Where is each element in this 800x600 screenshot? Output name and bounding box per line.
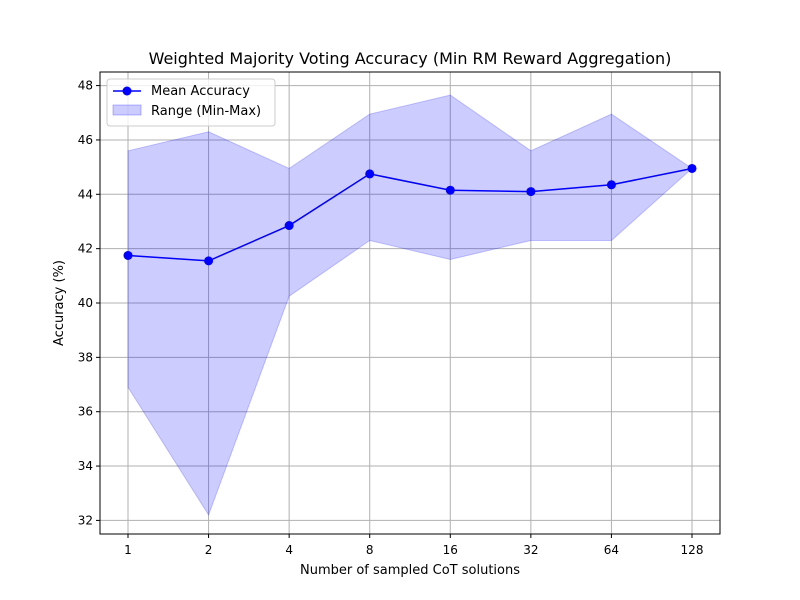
legend-box (106, 78, 276, 127)
mean-accuracy-point (204, 256, 214, 266)
x-tick-label: 2 (205, 543, 213, 557)
y-tick-label: 36 (78, 405, 93, 419)
mean-accuracy-point (526, 187, 536, 197)
range-band (127, 94, 693, 517)
legend: Mean Accuracy Range (Min-Max) (106, 78, 276, 127)
x-tick-label: 8 (366, 543, 374, 557)
grid (100, 72, 720, 534)
legend-marker-swatch (122, 86, 132, 96)
y-tick-label: 46 (78, 133, 93, 147)
y-tick-label: 48 (78, 79, 93, 93)
range-band-area (127, 94, 693, 517)
x-axis-label: Number of sampled CoT solutions (300, 563, 520, 578)
mean-accuracy-point (284, 221, 294, 231)
x-tick-label: 64 (604, 543, 619, 557)
mean-accuracy-line (127, 167, 693, 262)
y-tick-label: 32 (78, 513, 93, 527)
mean-accuracy-series (123, 163, 697, 266)
mean-accuracy-point (687, 163, 697, 173)
mean-accuracy-point (123, 250, 133, 260)
y-tick-label: 38 (78, 350, 93, 364)
x-tick-label: 32 (523, 543, 538, 557)
mean-accuracy-point (365, 169, 375, 179)
mean-accuracy-point (445, 185, 455, 195)
x-tick-label: 16 (443, 543, 458, 557)
legend-label-mean: Mean Accuracy (151, 84, 250, 99)
x-tick-label: 1 (124, 543, 132, 557)
y-axis-label: Accuracy (%) (52, 260, 67, 346)
mean-accuracy-point (606, 180, 616, 190)
y-tick-label: 42 (78, 242, 93, 256)
legend-band-swatch (112, 104, 142, 116)
x-tick-label: 4 (285, 543, 293, 557)
y-tick-label: 44 (78, 187, 93, 201)
chart-title: Weighted Majority Voting Accuracy (Min R… (149, 49, 672, 68)
legend-label-range: Range (Min-Max) (151, 104, 261, 119)
y-axis-ticks: 32 34 36 38 40 42 44 46 48 (78, 79, 100, 527)
y-tick-label: 40 (78, 296, 93, 310)
y-tick-label: 34 (78, 459, 93, 473)
x-tick-label: 128 (681, 543, 704, 557)
x-axis-ticks: 1 2 4 8 16 32 64 128 (124, 534, 703, 557)
